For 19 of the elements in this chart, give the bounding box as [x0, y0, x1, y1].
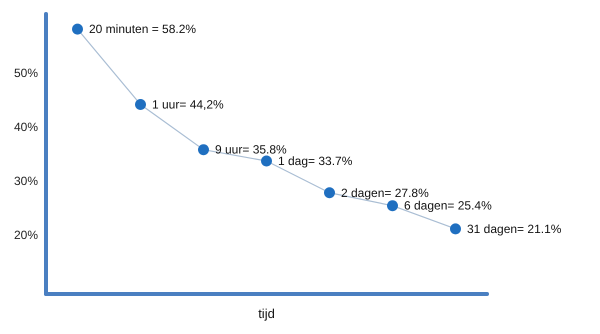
y-tick-label: 50%	[14, 66, 38, 80]
y-tick-label: 20%	[14, 228, 38, 242]
data-label: 9 uur= 35.8%	[215, 142, 288, 157]
point	[387, 200, 398, 212]
y-tick-label: 40%	[14, 120, 38, 134]
data-label: 1 dag= 33.7%	[278, 154, 353, 168]
point	[450, 223, 461, 234]
x-axis-title: tijd	[258, 306, 275, 321]
point	[324, 187, 335, 198]
point	[261, 156, 272, 166]
data-label: 1 uur= 44,2%	[152, 97, 224, 112]
y-tick-label: 30%	[14, 174, 38, 188]
point	[198, 144, 209, 156]
point	[72, 24, 83, 35]
data-label: 31 dagen= 21.1%	[467, 222, 562, 236]
point	[135, 98, 146, 110]
data-label: 20 minuten = 58.2%	[89, 22, 196, 36]
data-label: 2 dagen= 27.8%	[341, 186, 430, 200]
data-label: 6 dagen= 25.4%	[404, 198, 492, 213]
